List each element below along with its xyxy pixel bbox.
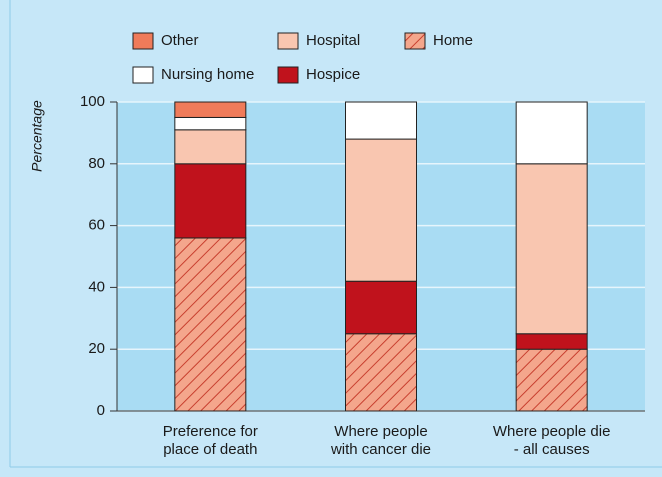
y-tick-label: 80	[88, 155, 105, 172]
legend-label: Home	[433, 32, 473, 49]
bar-segment	[345, 101, 417, 140]
bar-segment	[174, 237, 247, 412]
y-tick-label: 60	[88, 217, 105, 234]
bar-segment	[345, 280, 417, 335]
legend-swatch	[132, 66, 154, 84]
legend-label: Hospice	[306, 66, 360, 83]
bar-segment	[515, 163, 588, 335]
y-tick-label: 40	[88, 278, 105, 295]
y-tick-label: 100	[80, 93, 105, 110]
y-tick-label: 0	[97, 402, 105, 419]
bar-segment	[515, 348, 588, 412]
bar-segment	[174, 101, 247, 118]
x-tick-label: with cancer die	[330, 441, 431, 458]
x-tick-label: Preference for	[163, 423, 258, 440]
legend-swatch	[404, 32, 426, 50]
bar-segment	[345, 333, 417, 412]
legend-swatch	[277, 32, 299, 50]
bar-segment	[515, 101, 588, 165]
legend-swatch	[277, 66, 299, 84]
legend-label: Nursing home	[161, 66, 254, 83]
x-tick-label: Where people die	[493, 423, 611, 440]
x-tick-label: Where people	[334, 423, 427, 440]
x-tick-label: - all causes	[514, 441, 590, 458]
bar-segment	[174, 129, 247, 165]
y-tick-label: 20	[88, 340, 105, 357]
bar-segment	[174, 163, 247, 239]
bar-segment	[174, 116, 247, 131]
legend-swatch	[132, 32, 154, 50]
bar-segment	[345, 138, 417, 282]
bar-segment	[515, 333, 588, 350]
y-axis-label: Percentage	[29, 100, 45, 172]
legend-label: Other	[161, 32, 199, 49]
x-tick-label: place of death	[163, 441, 257, 458]
legend-label: Hospital	[306, 32, 360, 49]
